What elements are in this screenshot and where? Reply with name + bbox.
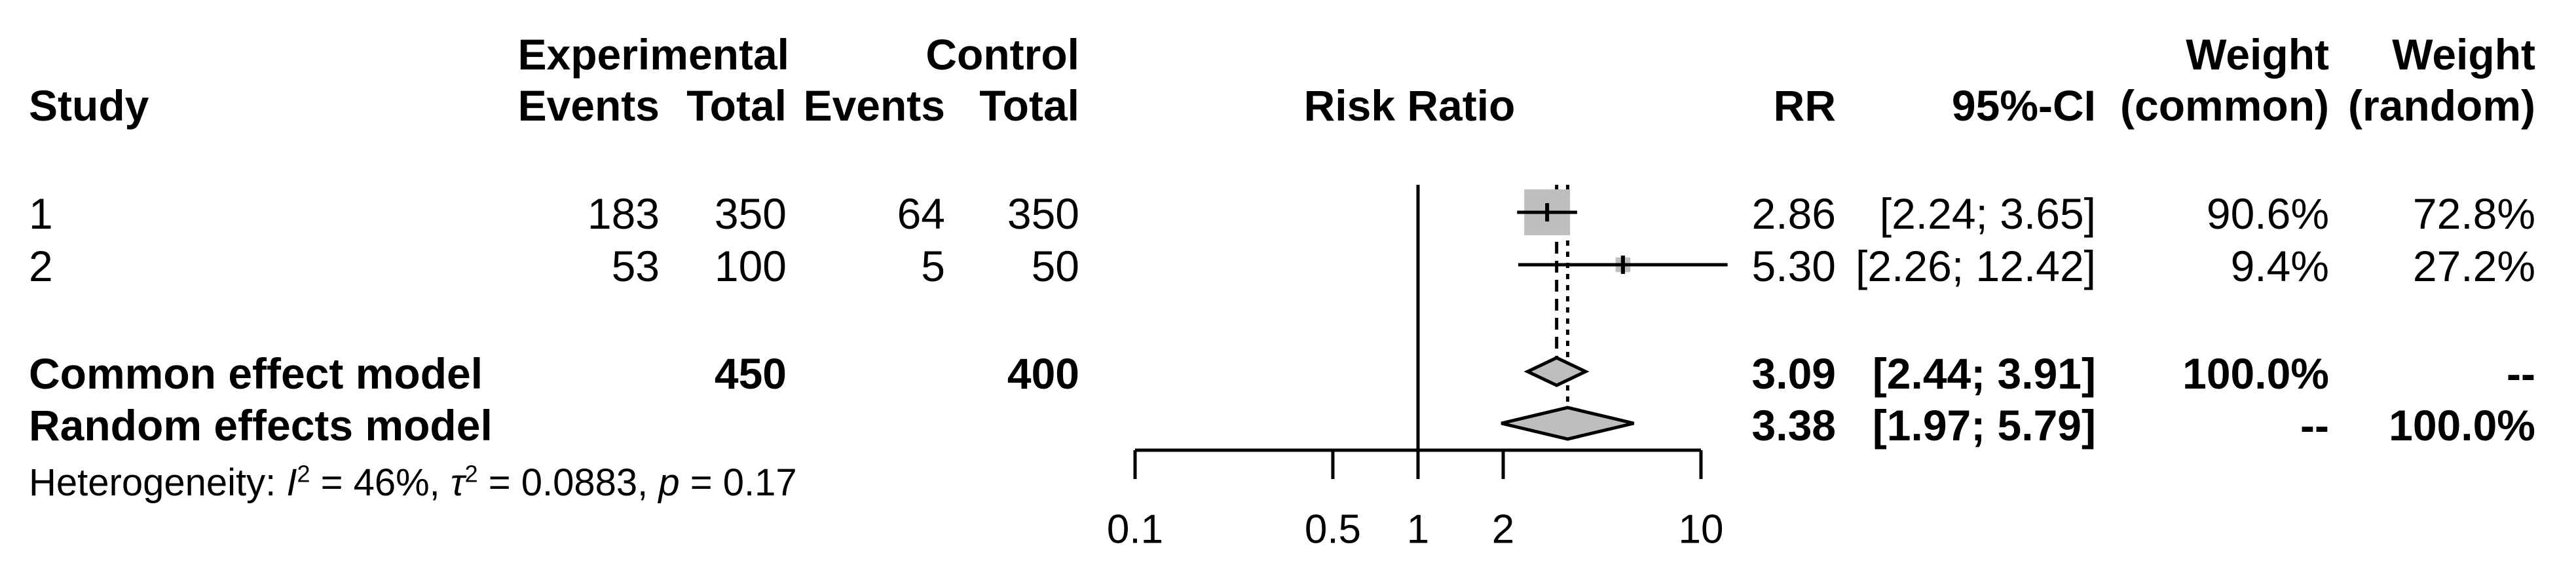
study-events-ctrl: 64 xyxy=(897,189,945,238)
study-weight-common: 90.6% xyxy=(2206,189,2329,238)
summary-ci: [2.44; 3.91] xyxy=(1872,349,2096,398)
study-ci: [2.26; 12.42] xyxy=(1856,242,2096,290)
study-weight-random: 72.8% xyxy=(2412,189,2535,238)
study-events-exp: 53 xyxy=(611,242,660,290)
summary-total-ctrl: 400 xyxy=(1007,349,1079,398)
header-events-exp: Events xyxy=(517,81,660,130)
study-events-ctrl: 5 xyxy=(921,242,945,290)
header-weight-common-top: Weight xyxy=(2186,30,2329,79)
summary-label-random: Random effects model xyxy=(29,401,493,450)
x-axis-tick-label: 1 xyxy=(1407,507,1429,552)
study-total-exp: 100 xyxy=(714,242,787,290)
point-estimate-tick-study-2 xyxy=(1620,256,1625,274)
study-total-ctrl: 50 xyxy=(1031,242,1079,290)
header-total-ctrl: Total xyxy=(979,81,1079,130)
summary-label-common: Common effect model xyxy=(29,349,483,398)
summary-weight-common: 100.0% xyxy=(2182,349,2329,398)
het-i-squared-sup: 2 xyxy=(297,460,310,488)
study-weight-common: 9.4% xyxy=(2230,242,2329,290)
het-i-squared-value: = 46%, xyxy=(310,461,451,504)
x-axis-tick-label: 0.1 xyxy=(1107,507,1163,552)
summary-weight-common: -- xyxy=(2300,401,2329,450)
diamond-random-effects xyxy=(1501,406,1635,441)
summary-ci: [1.97; 5.79] xyxy=(1872,401,2096,450)
study-ci: [2.24; 3.65] xyxy=(1879,189,2096,238)
het-tau-squared-sup: 2 xyxy=(464,460,478,488)
summary-weight-random: 100.0% xyxy=(2389,401,2535,450)
summary-rr: 3.09 xyxy=(1751,349,1836,398)
study-id: 2 xyxy=(29,242,53,290)
het-p-value: = 0.17 xyxy=(679,461,797,504)
het-tau-squared-value: = 0.0883, xyxy=(477,461,659,504)
study-total-exp: 350 xyxy=(714,189,787,238)
header-study: Study xyxy=(29,81,149,130)
header-experimental-group: Experimental xyxy=(517,30,790,79)
header-rr: RR xyxy=(1773,81,1836,130)
het-prefix: Heterogeneity: xyxy=(29,461,287,504)
summary-weight-random: -- xyxy=(2507,349,2535,398)
x-axis-tick-label: 0.5 xyxy=(1305,507,1361,552)
het-i-squared-symbol: I xyxy=(286,461,297,504)
header-weight-common: (common) xyxy=(2120,81,2329,130)
x-axis-tick-label: 2 xyxy=(1492,507,1514,552)
summary-rr: 3.38 xyxy=(1751,401,1836,450)
het-p-symbol: p xyxy=(658,461,680,504)
study-rr: 2.86 xyxy=(1751,189,1836,238)
header-events-ctrl: Events xyxy=(803,81,945,130)
diamond-common-effect xyxy=(1523,356,1590,387)
header-weight-random: (random) xyxy=(2348,81,2535,130)
point-estimate-tick-study-1 xyxy=(1545,203,1550,221)
study-weight-random: 27.2% xyxy=(2412,242,2535,290)
header-total-exp: Total xyxy=(686,81,787,130)
het-tau-squared-symbol: τ xyxy=(450,461,465,504)
study-id: 1 xyxy=(29,189,53,238)
header-ci: 95%-CI xyxy=(1951,81,2096,130)
header-control-group: Control xyxy=(925,30,1079,79)
header-risk-ratio: Risk Ratio xyxy=(1303,81,1516,130)
summary-total-exp: 450 xyxy=(714,349,787,398)
x-axis-tick-label: 10 xyxy=(1679,507,1724,552)
heterogeneity-stats: Heterogeneity: I2 = 46%, τ2 = 0.0883, p … xyxy=(29,460,797,504)
study-events-exp: 183 xyxy=(587,189,660,238)
study-rr: 5.30 xyxy=(1751,242,1836,290)
header-weight-random-top: Weight xyxy=(2392,30,2535,79)
study-total-ctrl: 350 xyxy=(1007,189,1079,238)
